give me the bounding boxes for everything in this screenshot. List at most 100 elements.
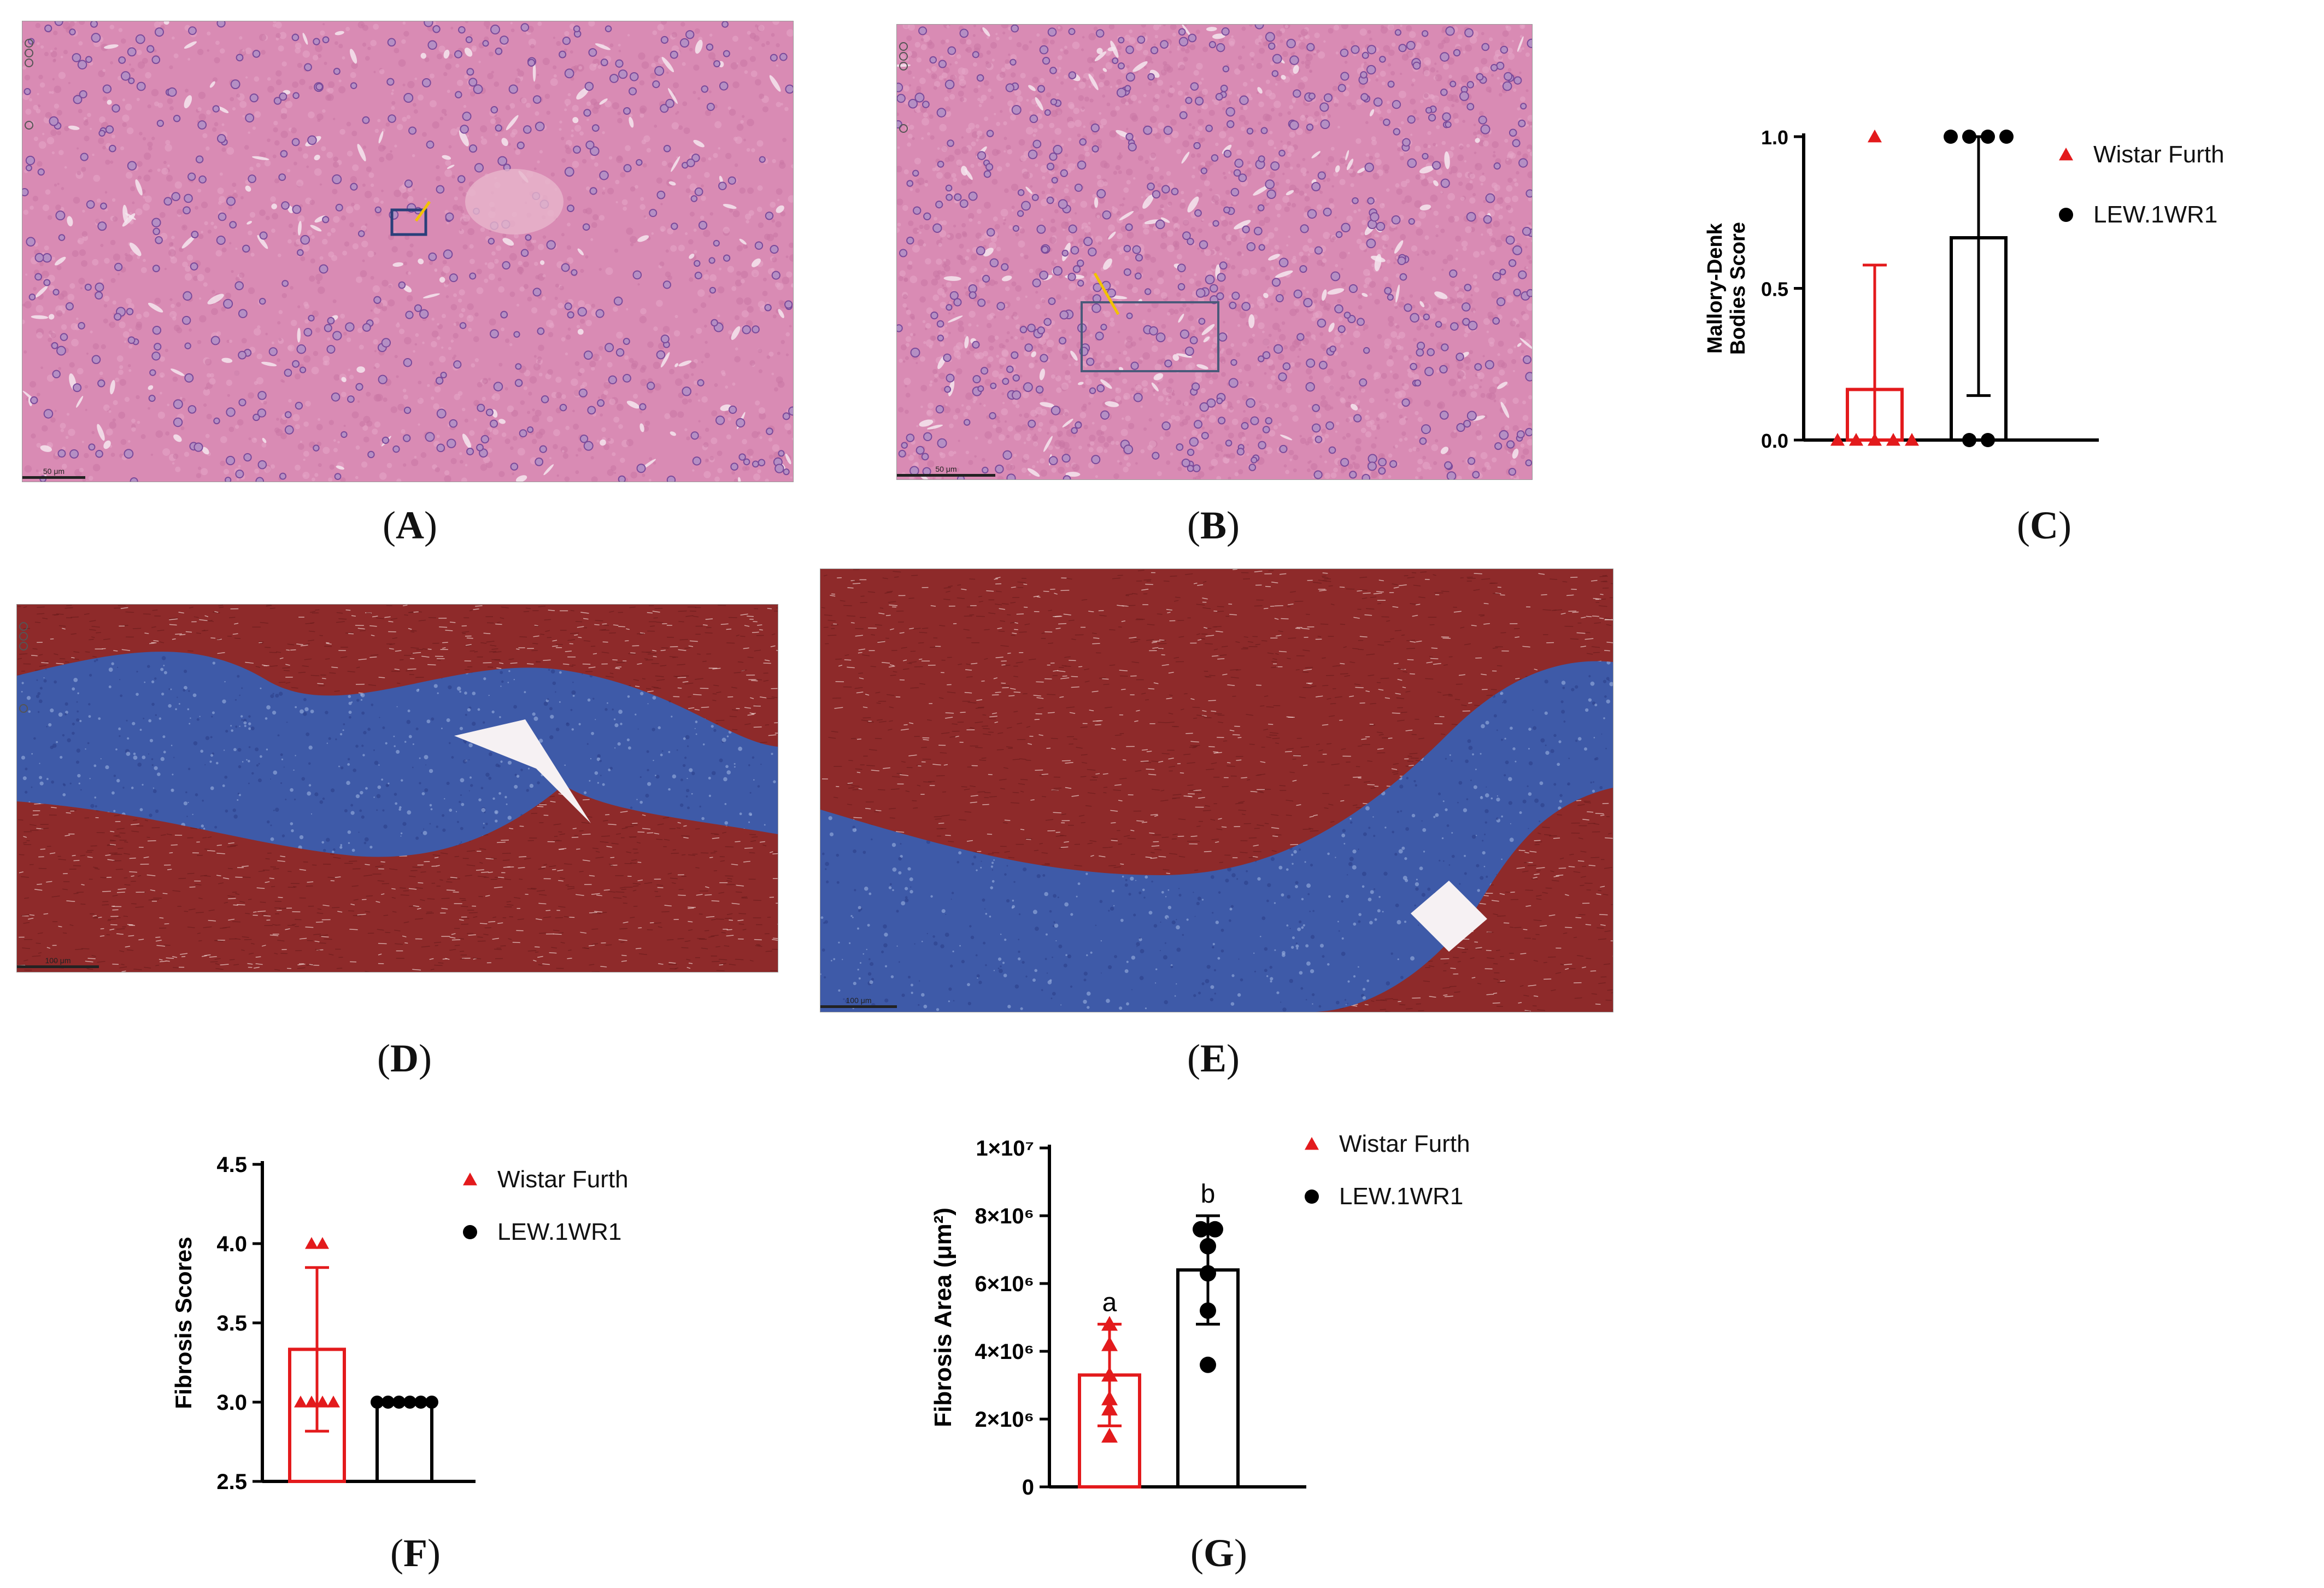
cytoplasm-speck <box>1400 25 1402 27</box>
nucleus <box>771 271 780 280</box>
cytoplasm-speck <box>735 279 742 286</box>
cytoplasm-speck <box>1238 309 1242 313</box>
cytoplasm-speck <box>177 209 183 215</box>
cytoplasm-speck <box>343 332 347 336</box>
cytoplasm-speck <box>1099 82 1104 87</box>
cytoplasm-speck <box>295 464 301 471</box>
cytoplasm-speck <box>73 197 80 204</box>
cytoplasm-speck <box>1140 405 1143 408</box>
cytoplasm-speck <box>1183 401 1189 406</box>
nucleus <box>618 69 628 79</box>
nucleus <box>421 78 431 87</box>
nucleus <box>95 291 103 300</box>
cytoplasm-speck <box>135 324 142 331</box>
viewer-controls[interactable] <box>25 39 33 130</box>
cytoplasm-speck <box>280 433 287 440</box>
cytoplasm-speck <box>1335 391 1341 397</box>
zoom-control-icon[interactable] <box>25 58 33 67</box>
cytoplasm-speck <box>1507 178 1513 183</box>
cytoplasm-speck <box>961 404 964 407</box>
cytoplasm-speck <box>1304 196 1310 202</box>
cytoplasm-speck <box>1321 395 1326 400</box>
cytoplasm-speck <box>373 339 378 345</box>
cytoplasm-speck <box>1093 351 1098 357</box>
cytoplasm-speck <box>1450 431 1458 438</box>
cytoplasm-speck <box>459 289 465 296</box>
cytoplasm-speck <box>241 338 247 344</box>
cytoplasm-speck <box>953 177 958 183</box>
cytoplasm-speck <box>733 478 738 482</box>
cytoplasm-speck <box>1480 452 1488 460</box>
cytoplasm-speck <box>403 261 408 266</box>
cytoplasm-speck <box>1465 366 1470 371</box>
nucleus <box>181 315 191 325</box>
cytoplasm-speck <box>1413 338 1417 342</box>
nucleus <box>184 373 194 383</box>
cytoplasm-speck <box>603 444 610 450</box>
rotate-control-icon[interactable] <box>25 121 33 130</box>
cytoplasm-speck <box>468 327 472 332</box>
cytoplasm-speck <box>206 413 212 420</box>
cytoplasm-speck <box>615 179 620 184</box>
cytoplasm-speck <box>62 447 66 451</box>
nucleus <box>55 210 66 221</box>
cytoplasm-speck <box>920 384 928 391</box>
cytoplasm-speck <box>649 457 653 461</box>
cytoplasm-speck <box>1528 222 1531 225</box>
cytoplasm-speck <box>714 476 720 482</box>
cytoplasm-speck <box>1017 96 1023 102</box>
cytoplasm-speck <box>897 146 900 149</box>
cytoplasm-speck <box>1240 106 1244 110</box>
cytoplasm-speck <box>1455 257 1458 260</box>
cytoplasm-speck <box>310 258 315 263</box>
cytoplasm-speck <box>1290 362 1295 367</box>
cytoplasm-speck <box>1435 74 1442 81</box>
cytoplasm-speck <box>463 105 467 108</box>
cytoplasm-speck <box>219 172 223 176</box>
cytoplasm-speck <box>327 337 331 341</box>
cytoplasm-speck <box>1003 121 1007 126</box>
cytoplasm-speck <box>949 63 952 66</box>
cytoplasm-speck <box>1050 425 1058 433</box>
cytoplasm-speck <box>1404 437 1408 441</box>
cytoplasm-speck <box>1033 441 1038 447</box>
cytoplasm-speck <box>983 245 987 249</box>
cytoplasm-speck <box>290 286 294 290</box>
cytoplasm-speck <box>414 455 417 459</box>
cytoplasm-speck <box>333 448 338 453</box>
nucleus <box>127 47 137 57</box>
cytoplasm-speck <box>591 476 598 482</box>
cytoplasm-speck <box>657 24 664 31</box>
cytoplasm-speck <box>1048 445 1053 450</box>
cytoplasm-speck <box>758 25 765 32</box>
cytoplasm-speck <box>705 427 709 432</box>
cytoplasm-speck <box>1078 446 1082 450</box>
nucleus <box>43 409 54 419</box>
sinusoid <box>1395 284 1400 303</box>
cytoplasm-speck <box>103 295 110 302</box>
cytoplasm-speck <box>464 418 468 423</box>
cytoplasm-speck <box>1380 71 1386 77</box>
cytoplasm-speck <box>1095 236 1103 243</box>
nucleus <box>652 80 660 89</box>
cytoplasm-speck <box>297 215 305 222</box>
cytoplasm-speck <box>403 337 412 345</box>
cytoplasm-speck <box>1013 433 1022 441</box>
cytoplasm-speck <box>1123 350 1128 355</box>
nucleus <box>212 105 220 113</box>
cytoplasm-speck <box>1379 116 1383 121</box>
cytoplasm-speck <box>639 315 647 324</box>
cytoplasm-speck <box>1479 385 1482 389</box>
zoom-control-icon[interactable] <box>25 39 33 48</box>
cytoplasm-speck <box>704 353 711 359</box>
cytoplasm-speck <box>1423 324 1429 330</box>
cytoplasm-speck <box>1125 341 1133 349</box>
cytoplasm-speck <box>1415 174 1421 180</box>
cytoplasm-speck <box>1272 323 1280 330</box>
cytoplasm-speck <box>431 318 435 321</box>
cytoplasm-speck <box>906 309 911 315</box>
cytoplasm-speck <box>470 34 472 37</box>
cytoplasm-speck <box>356 276 362 283</box>
cytoplasm-speck <box>1285 470 1290 474</box>
zoom-control-icon[interactable] <box>25 49 33 57</box>
